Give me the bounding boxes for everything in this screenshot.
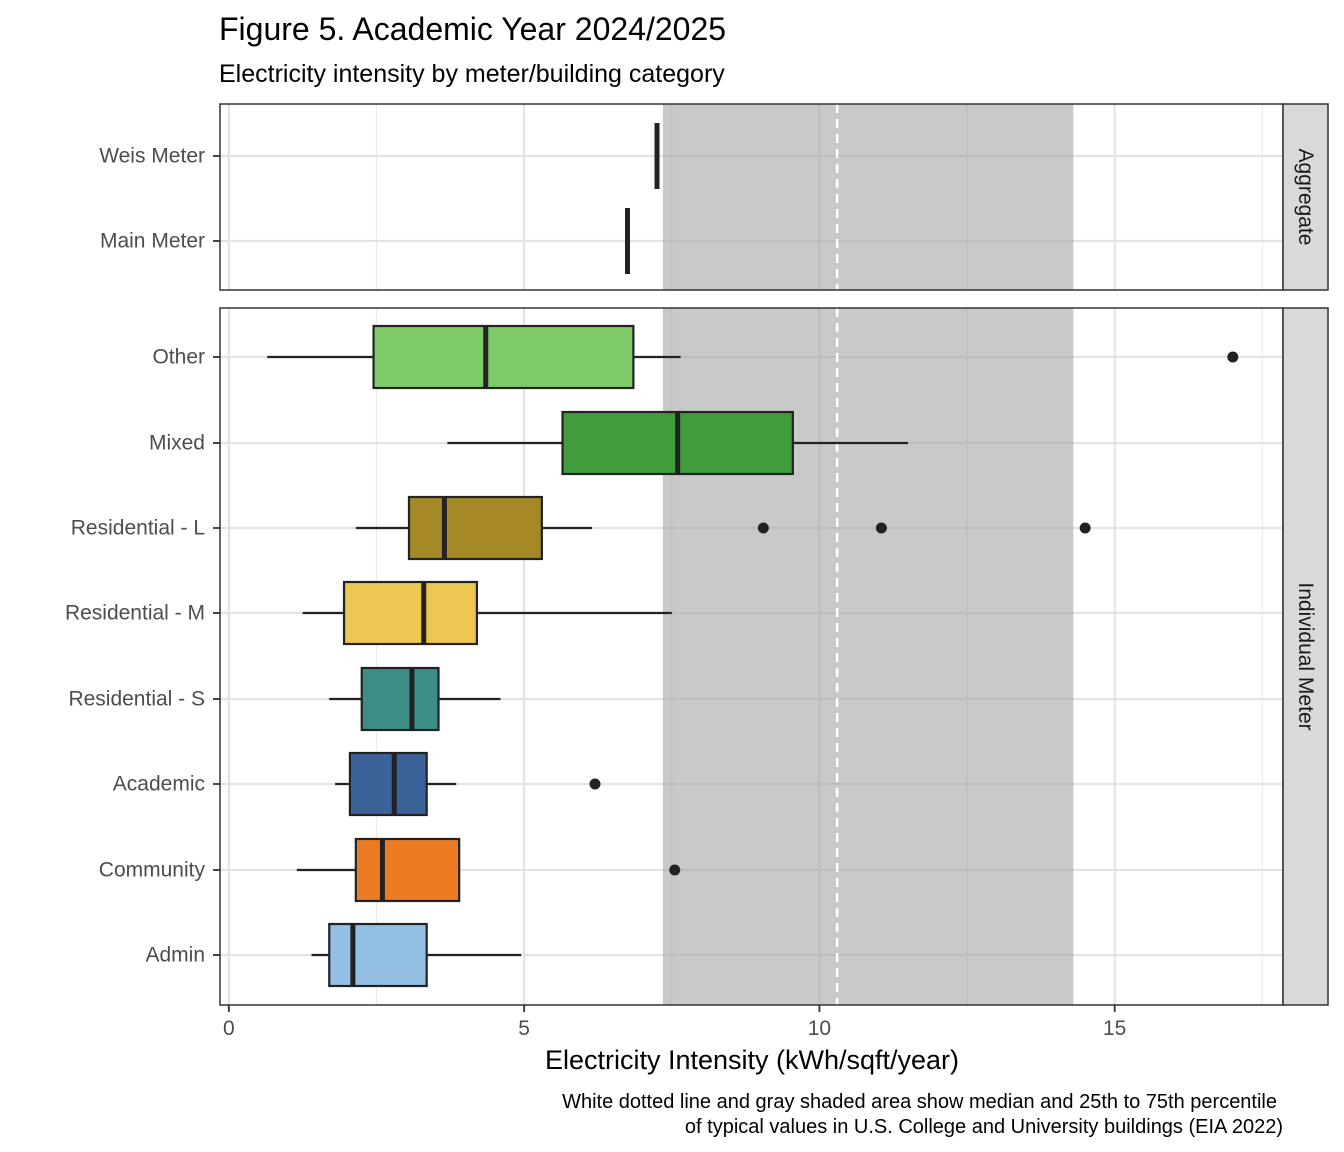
facet-strip <box>1282 103 1329 291</box>
box-other <box>267 324 1239 390</box>
outlier-point <box>1227 351 1239 363</box>
box-mixed <box>447 410 908 476</box>
box-iqr <box>407 495 543 561</box>
caption-line-1: White dotted line and gray shaded area s… <box>562 1091 1277 1113</box>
x-tick-label: 0 <box>223 1017 235 1040</box>
y-tick-label: Other <box>152 346 205 369</box>
y-tick-label: Admin <box>145 944 205 967</box>
panel-individual-meter: Individual Meter Other Mixed Residential - … <box>65 307 1329 1006</box>
outlier-point <box>757 522 769 534</box>
outlier-point <box>875 522 887 534</box>
box-iqr <box>328 922 428 988</box>
box-iqr <box>372 324 635 390</box>
box-community <box>296 837 681 903</box>
box-residential-m <box>302 580 672 646</box>
caption-line-2: of typical values in U.S. College and Un… <box>685 1116 1283 1138</box>
y-tick-label: Mixed <box>149 432 205 455</box>
box-iqr <box>354 837 461 903</box>
box-iqr <box>348 751 428 817</box>
y-tick-label: Weis Meter <box>99 145 205 168</box>
x-tick-label: 15 <box>1103 1017 1126 1040</box>
box-iqr <box>360 666 440 732</box>
y-tick-label: Residential - M <box>65 602 205 625</box>
box-iqr <box>342 580 478 646</box>
facet-strip-label: Aggregate <box>1294 149 1317 246</box>
reference-iqr-band <box>662 104 1074 290</box>
x-axis: 0 5 10 15 <box>223 1005 1126 1040</box>
x-axis-label: Electricity Intensity (kWh/sqft/year) <box>545 1045 959 1075</box>
outlier-point <box>1079 522 1091 534</box>
outlier-point <box>589 778 601 790</box>
y-tick-label: Main Meter <box>100 230 205 253</box>
facet-strip <box>1282 307 1329 1006</box>
x-tick-label: 5 <box>518 1017 530 1040</box>
panel-aggregate: Aggregate Weis Meter Main Meter <box>99 103 1329 291</box>
outlier-point <box>669 864 681 876</box>
box-admin <box>311 922 522 988</box>
facet-strip-label: Individual Meter <box>1294 582 1317 730</box>
box-residential-l <box>355 495 1091 561</box>
box-residential-s <box>329 666 501 732</box>
chart-title: Figure 5. Academic Year 2024/2025 <box>219 11 726 47</box>
box-academic <box>335 751 601 817</box>
x-tick-label: 10 <box>808 1017 831 1040</box>
y-tick-label: Residential - L <box>71 517 205 540</box>
y-tick-label: Residential - S <box>68 688 205 711</box>
chart-subtitle: Electricity intensity by meter/building … <box>219 60 725 88</box>
y-tick-label: Community <box>99 859 206 882</box>
y-tick-label: Academic <box>113 773 205 796</box>
